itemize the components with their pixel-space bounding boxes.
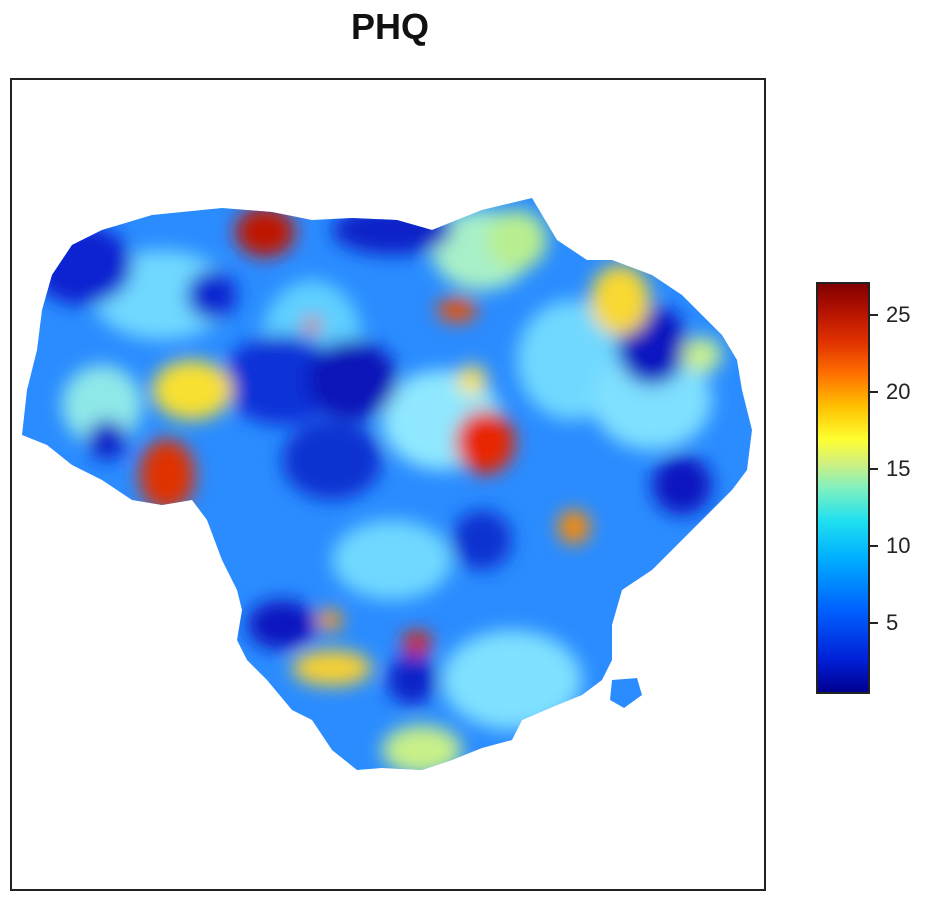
legend-tick-mark bbox=[868, 313, 878, 316]
legend-tick-label: 15 bbox=[886, 455, 911, 481]
legend-tick-label: 25 bbox=[886, 301, 911, 327]
heatmap-surface bbox=[22, 198, 752, 770]
map-title: PHQ bbox=[350, 6, 429, 47]
legend-tick-mark bbox=[868, 544, 878, 547]
legend-tick-mark bbox=[868, 467, 878, 470]
map-panel bbox=[10, 78, 766, 891]
color-scale-bar bbox=[816, 282, 870, 694]
legend-tick-label: 5 bbox=[886, 609, 899, 635]
legend-tick-mark bbox=[868, 390, 878, 393]
color-scale-legend: 25 20 15 10 5 bbox=[816, 282, 910, 694]
legend-tick-mark bbox=[868, 621, 878, 624]
legend-tick-label: 10 bbox=[886, 532, 911, 558]
legend-tick-label: 20 bbox=[886, 378, 911, 404]
